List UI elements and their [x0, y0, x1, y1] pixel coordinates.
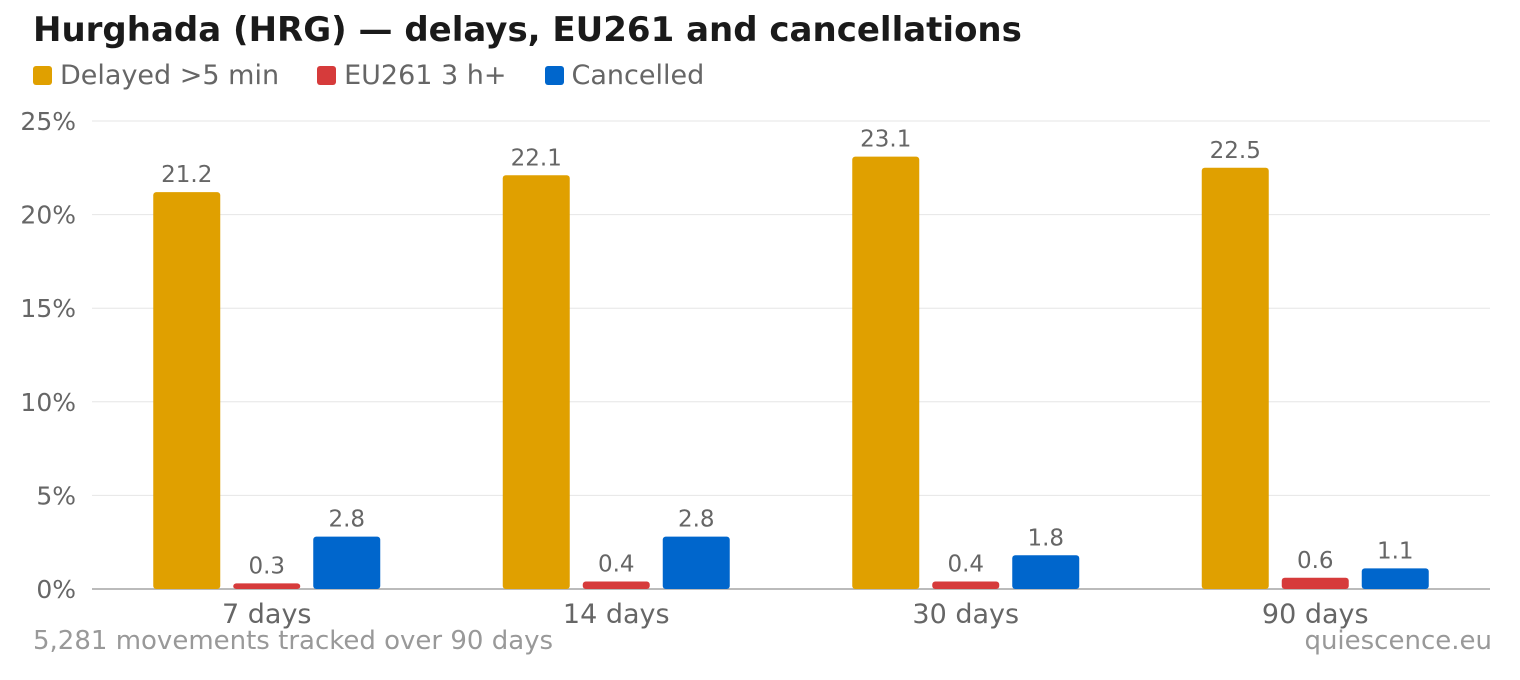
bar [313, 536, 381, 589]
bar [582, 581, 650, 589]
y-tick-label: 0% [36, 575, 76, 604]
legend-swatch-delayed [33, 66, 52, 85]
legend-label-cancelled: Cancelled [571, 60, 705, 91]
data-label: 0.4 [947, 552, 984, 578]
bar [1012, 555, 1080, 589]
x-tick-label: 14 days [563, 599, 670, 630]
data-label: 1.8 [1027, 525, 1064, 551]
bar [1281, 577, 1349, 589]
data-label: 2.8 [328, 507, 365, 533]
bar [233, 583, 301, 589]
x-tick-label: 90 days [1262, 599, 1369, 630]
data-label: 22.1 [511, 145, 562, 171]
data-label: 22.5 [1210, 138, 1261, 164]
legend-swatch-eu261 [317, 66, 337, 85]
bar [852, 156, 920, 589]
y-tick-label: 10% [20, 388, 76, 417]
x-tick-label: 30 days [912, 599, 1019, 630]
y-tick-label: 20% [20, 201, 76, 230]
legend-item-eu261: EU261 3 h+ [317, 60, 507, 91]
y-tick-label: 25% [20, 107, 76, 136]
legend-swatch-cancelled [544, 66, 564, 85]
bar [932, 581, 1000, 589]
y-tick-label: 15% [20, 294, 76, 323]
x-tick-label: 7 days [222, 599, 312, 630]
legend-item-delayed: Delayed >5 min [33, 60, 279, 91]
footer-note: 5,281 movements tracked over 90 days [33, 626, 554, 656]
bar [662, 536, 730, 589]
data-label: 23.1 [860, 127, 911, 153]
data-label: 21.2 [161, 162, 212, 188]
legend-item-cancelled: Cancelled [544, 60, 705, 91]
data-label: 2.8 [678, 507, 715, 533]
footer-source: quiescence.eu [1304, 626, 1492, 656]
legend: Delayed >5 min EU261 3 h+ Cancelled [33, 60, 742, 91]
chart-title: Hurghada (HRG) — delays, EU261 and cance… [33, 10, 1022, 50]
data-label: 0.3 [248, 553, 285, 579]
bar [502, 175, 570, 589]
bar [153, 192, 221, 590]
data-label: 0.4 [598, 552, 635, 578]
bar [1201, 167, 1269, 590]
legend-label-delayed: Delayed >5 min [60, 60, 280, 91]
data-label: 0.6 [1297, 548, 1334, 574]
legend-label-eu261: EU261 3 h+ [344, 60, 507, 91]
bar [1361, 568, 1429, 589]
data-label: 1.1 [1377, 538, 1414, 564]
y-tick-label: 5% [36, 481, 76, 510]
